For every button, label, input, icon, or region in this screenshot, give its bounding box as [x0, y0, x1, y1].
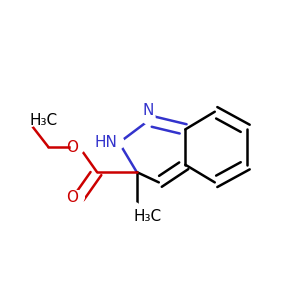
Circle shape [142, 111, 155, 124]
Circle shape [71, 190, 84, 204]
Circle shape [127, 202, 140, 215]
Text: N: N [143, 103, 154, 118]
Circle shape [71, 141, 84, 154]
Text: H₃C: H₃C [134, 209, 162, 224]
Text: H₃C: H₃C [29, 113, 57, 128]
Text: O: O [66, 190, 78, 205]
Circle shape [111, 136, 124, 149]
Text: O: O [66, 140, 78, 154]
Text: HN: HN [95, 135, 118, 150]
Circle shape [23, 114, 36, 127]
